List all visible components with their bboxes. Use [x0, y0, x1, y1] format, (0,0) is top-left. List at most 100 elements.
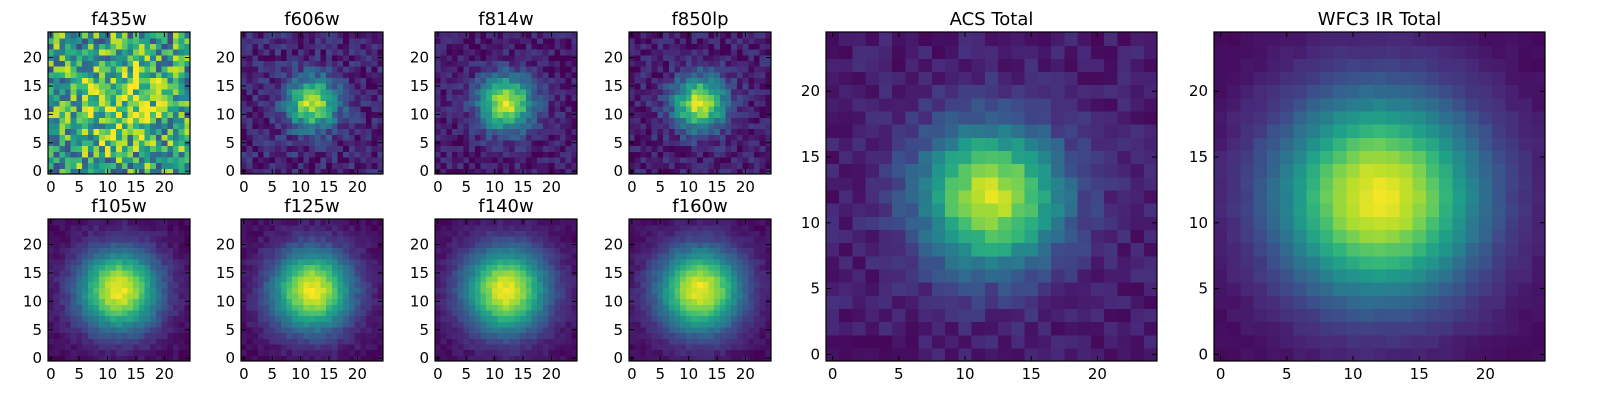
- heatmap-cell: [725, 66, 732, 73]
- heatmap-cell: [280, 343, 288, 351]
- heatmap-cell: [491, 128, 499, 135]
- heatmap-cell: [680, 60, 687, 67]
- heatmap-cell: [691, 122, 698, 130]
- heatmap-cell: [303, 264, 310, 271]
- heatmap-cell: [668, 321, 676, 328]
- heatmap-cell: [634, 83, 641, 90]
- heatmap-cell: [514, 43, 521, 50]
- heatmap-cell: [503, 122, 510, 130]
- heatmap-cell: [320, 355, 327, 362]
- heatmap-cell: [640, 321, 647, 328]
- heatmap-cell: [663, 162, 670, 169]
- heatmap-cell: [365, 122, 373, 130]
- heatmap-cell: [474, 134, 482, 141]
- heatmap-cell: [565, 145, 572, 152]
- heatmap-cell: [104, 94, 112, 101]
- heatmap-cell: [161, 77, 168, 84]
- heatmap-cell: [127, 275, 134, 283]
- heatmap-cell: [331, 338, 339, 345]
- heatmap-cell: [48, 151, 55, 158]
- heatmap-cell: [309, 88, 316, 96]
- heatmap-cell: [252, 54, 259, 61]
- heatmap-cell: [155, 122, 163, 130]
- heatmap-cell: [377, 145, 384, 152]
- heatmap-cell: [354, 315, 361, 322]
- heatmap-cell: [263, 275, 270, 283]
- heatmap-cell: [263, 32, 270, 39]
- heatmap-cell: [691, 83, 698, 90]
- heatmap-cell: [133, 349, 140, 356]
- heatmap-cell: [76, 88, 83, 96]
- heatmap-cell: [241, 247, 248, 254]
- heatmap-cell: [736, 355, 744, 362]
- heatmap-cell: [150, 88, 157, 96]
- heatmap-cell: [116, 43, 123, 50]
- heatmap-cell: [474, 83, 482, 90]
- heatmap-cell: [292, 247, 299, 254]
- heatmap-cell: [702, 105, 710, 113]
- heatmap-cell: [354, 287, 361, 294]
- heatmap-cell: [748, 111, 755, 118]
- heatmap-cell: [99, 247, 106, 254]
- heatmap-cell: [474, 105, 482, 113]
- heatmap-cell: [663, 270, 670, 277]
- heatmap-cell: [348, 156, 356, 164]
- heatmap-cell: [446, 253, 453, 260]
- heatmap-cell: [525, 94, 533, 101]
- heatmap-cell: [331, 156, 339, 164]
- heatmap-cell: [651, 71, 658, 79]
- heatmap-cell: [525, 134, 533, 141]
- heatmap-cell: [65, 60, 72, 67]
- heatmap-cell: [252, 71, 259, 79]
- heatmap-cell: [371, 287, 378, 294]
- heatmap-cell: [258, 49, 265, 56]
- heatmap-cell: [87, 258, 95, 266]
- heatmap-cell: [559, 151, 567, 158]
- heatmap-cell: [133, 304, 140, 311]
- heatmap-cell: [70, 128, 77, 135]
- heatmap-cell: [150, 230, 157, 237]
- heatmap-cell: [252, 241, 259, 248]
- heatmap-cell: [59, 315, 66, 322]
- heatmap-cell: [457, 94, 464, 101]
- heatmap-cell: [565, 258, 572, 266]
- heatmap-cell: [76, 139, 83, 147]
- heatmap-cell: [542, 355, 550, 362]
- heatmap-cell: [280, 253, 288, 260]
- heatmap-cell: [634, 304, 641, 311]
- heatmap-cell: [314, 32, 322, 39]
- heatmap-cell: [354, 117, 361, 124]
- heatmap-cell: [554, 156, 561, 164]
- heatmap-cell: [753, 88, 761, 96]
- heatmap-cell: [640, 49, 647, 56]
- heatmap-cell: [542, 253, 550, 260]
- heatmap-cell: [76, 83, 83, 90]
- heatmap-cell: [548, 105, 555, 113]
- heatmap-cell: [144, 298, 151, 305]
- heatmap-cell: [514, 162, 521, 169]
- heatmap-cell: [640, 349, 647, 356]
- heatmap-cell: [59, 83, 66, 90]
- heatmap-cell: [286, 151, 293, 158]
- heatmap-cell: [104, 270, 112, 277]
- heatmap-cell: [331, 105, 339, 113]
- heatmap-cell: [138, 105, 146, 113]
- heatmap-cell: [263, 71, 270, 79]
- heatmap-cell: [497, 236, 504, 243]
- heatmap-cell: [537, 122, 544, 130]
- heatmap-cell: [668, 128, 676, 135]
- heatmap-cell: [150, 349, 157, 356]
- heatmap-cell: [440, 355, 447, 362]
- heatmap-cell: [474, 247, 482, 254]
- heatmap-cell: [559, 83, 567, 90]
- heatmap-cell: [742, 66, 749, 73]
- heatmap-cell: [480, 304, 487, 311]
- heatmap-cell: [520, 236, 527, 243]
- heatmap-cell: [651, 304, 658, 311]
- heatmap-cell: [508, 315, 516, 322]
- heatmap-cell: [241, 236, 248, 243]
- heatmap-cell: [133, 77, 140, 84]
- heatmap-cell: [93, 37, 100, 44]
- heatmap-cell: [320, 264, 327, 271]
- heatmap-cell: [554, 37, 561, 44]
